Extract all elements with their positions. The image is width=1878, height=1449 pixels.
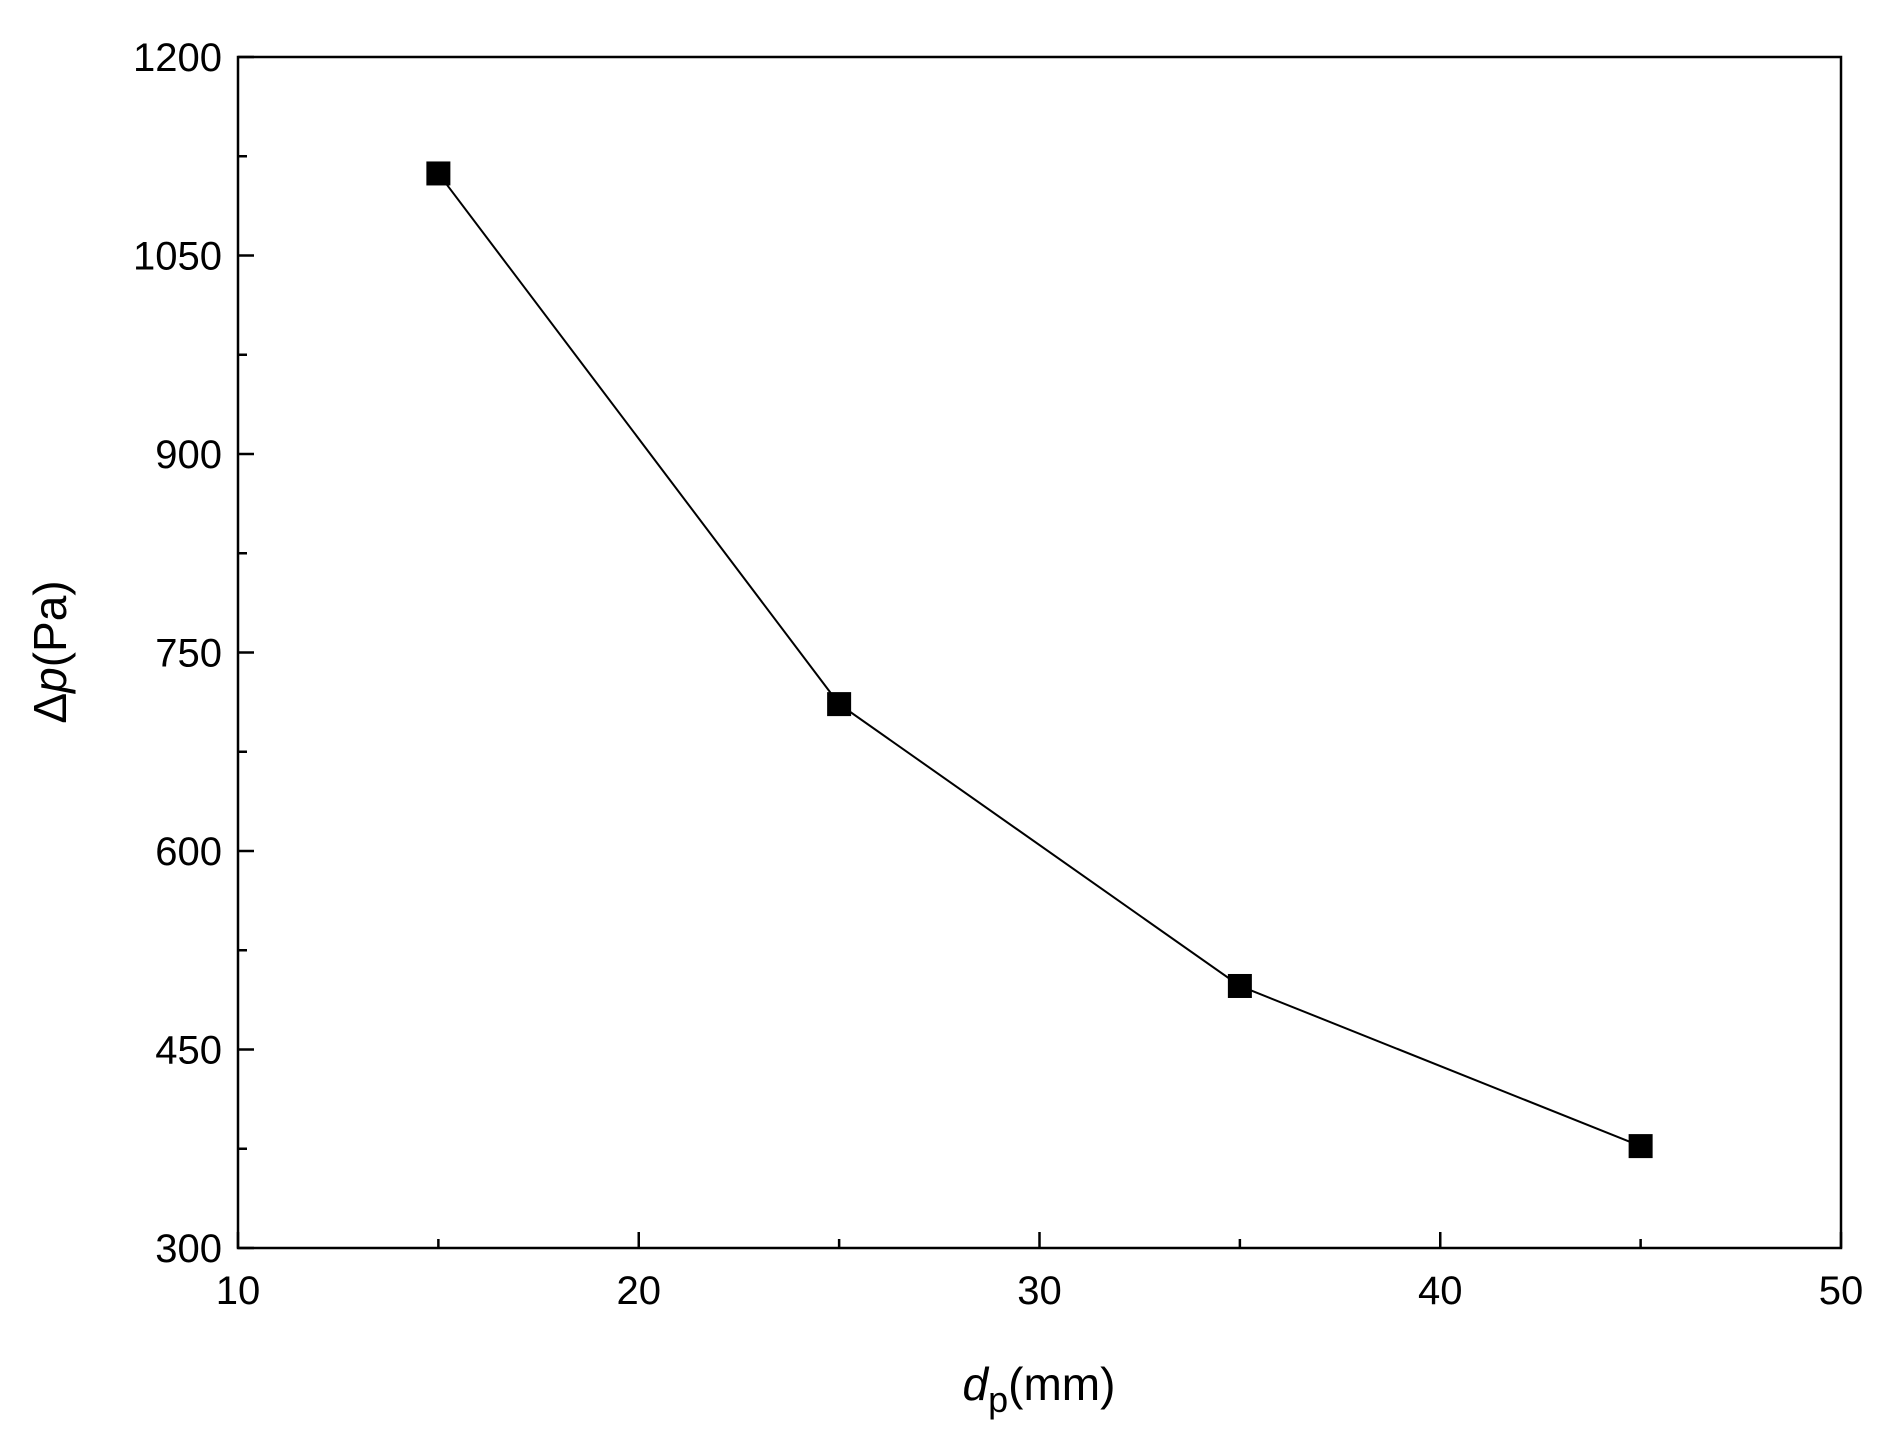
y-tick-label: 600 <box>155 830 222 874</box>
data-point-marker <box>1628 1134 1653 1159</box>
y-tick-label: 900 <box>155 433 222 477</box>
y-tick-label: 300 <box>155 1227 222 1271</box>
y-tick-labels: 300 450 600 750 900 1050 1200 <box>133 36 222 1271</box>
data-point-marker <box>1227 973 1252 998</box>
x-tick-label: 10 <box>216 1269 261 1313</box>
x-tick-label: 20 <box>617 1269 662 1313</box>
y-axis-label: Δp(Pa) <box>24 580 76 723</box>
x-axis-label: dp(mm) <box>963 1358 1116 1420</box>
data-point-marker <box>827 692 852 717</box>
data-series <box>426 161 1653 1159</box>
axis-ticks <box>236 55 1843 1250</box>
y-tick-label: 1200 <box>133 36 222 80</box>
y-tick-label: 1050 <box>133 235 222 279</box>
x-tick-label: 40 <box>1418 1269 1463 1313</box>
x-tick-label: 50 <box>1819 1269 1864 1313</box>
data-point-marker <box>426 161 451 186</box>
x-tick-labels: 10 20 30 40 50 <box>216 1269 1864 1313</box>
plot-frame <box>236 55 1843 1250</box>
y-tick-label: 450 <box>155 1029 222 1073</box>
x-tick-label: 30 <box>1017 1269 1062 1313</box>
y-tick-label: 750 <box>155 632 222 676</box>
series-line <box>437 172 1641 1148</box>
